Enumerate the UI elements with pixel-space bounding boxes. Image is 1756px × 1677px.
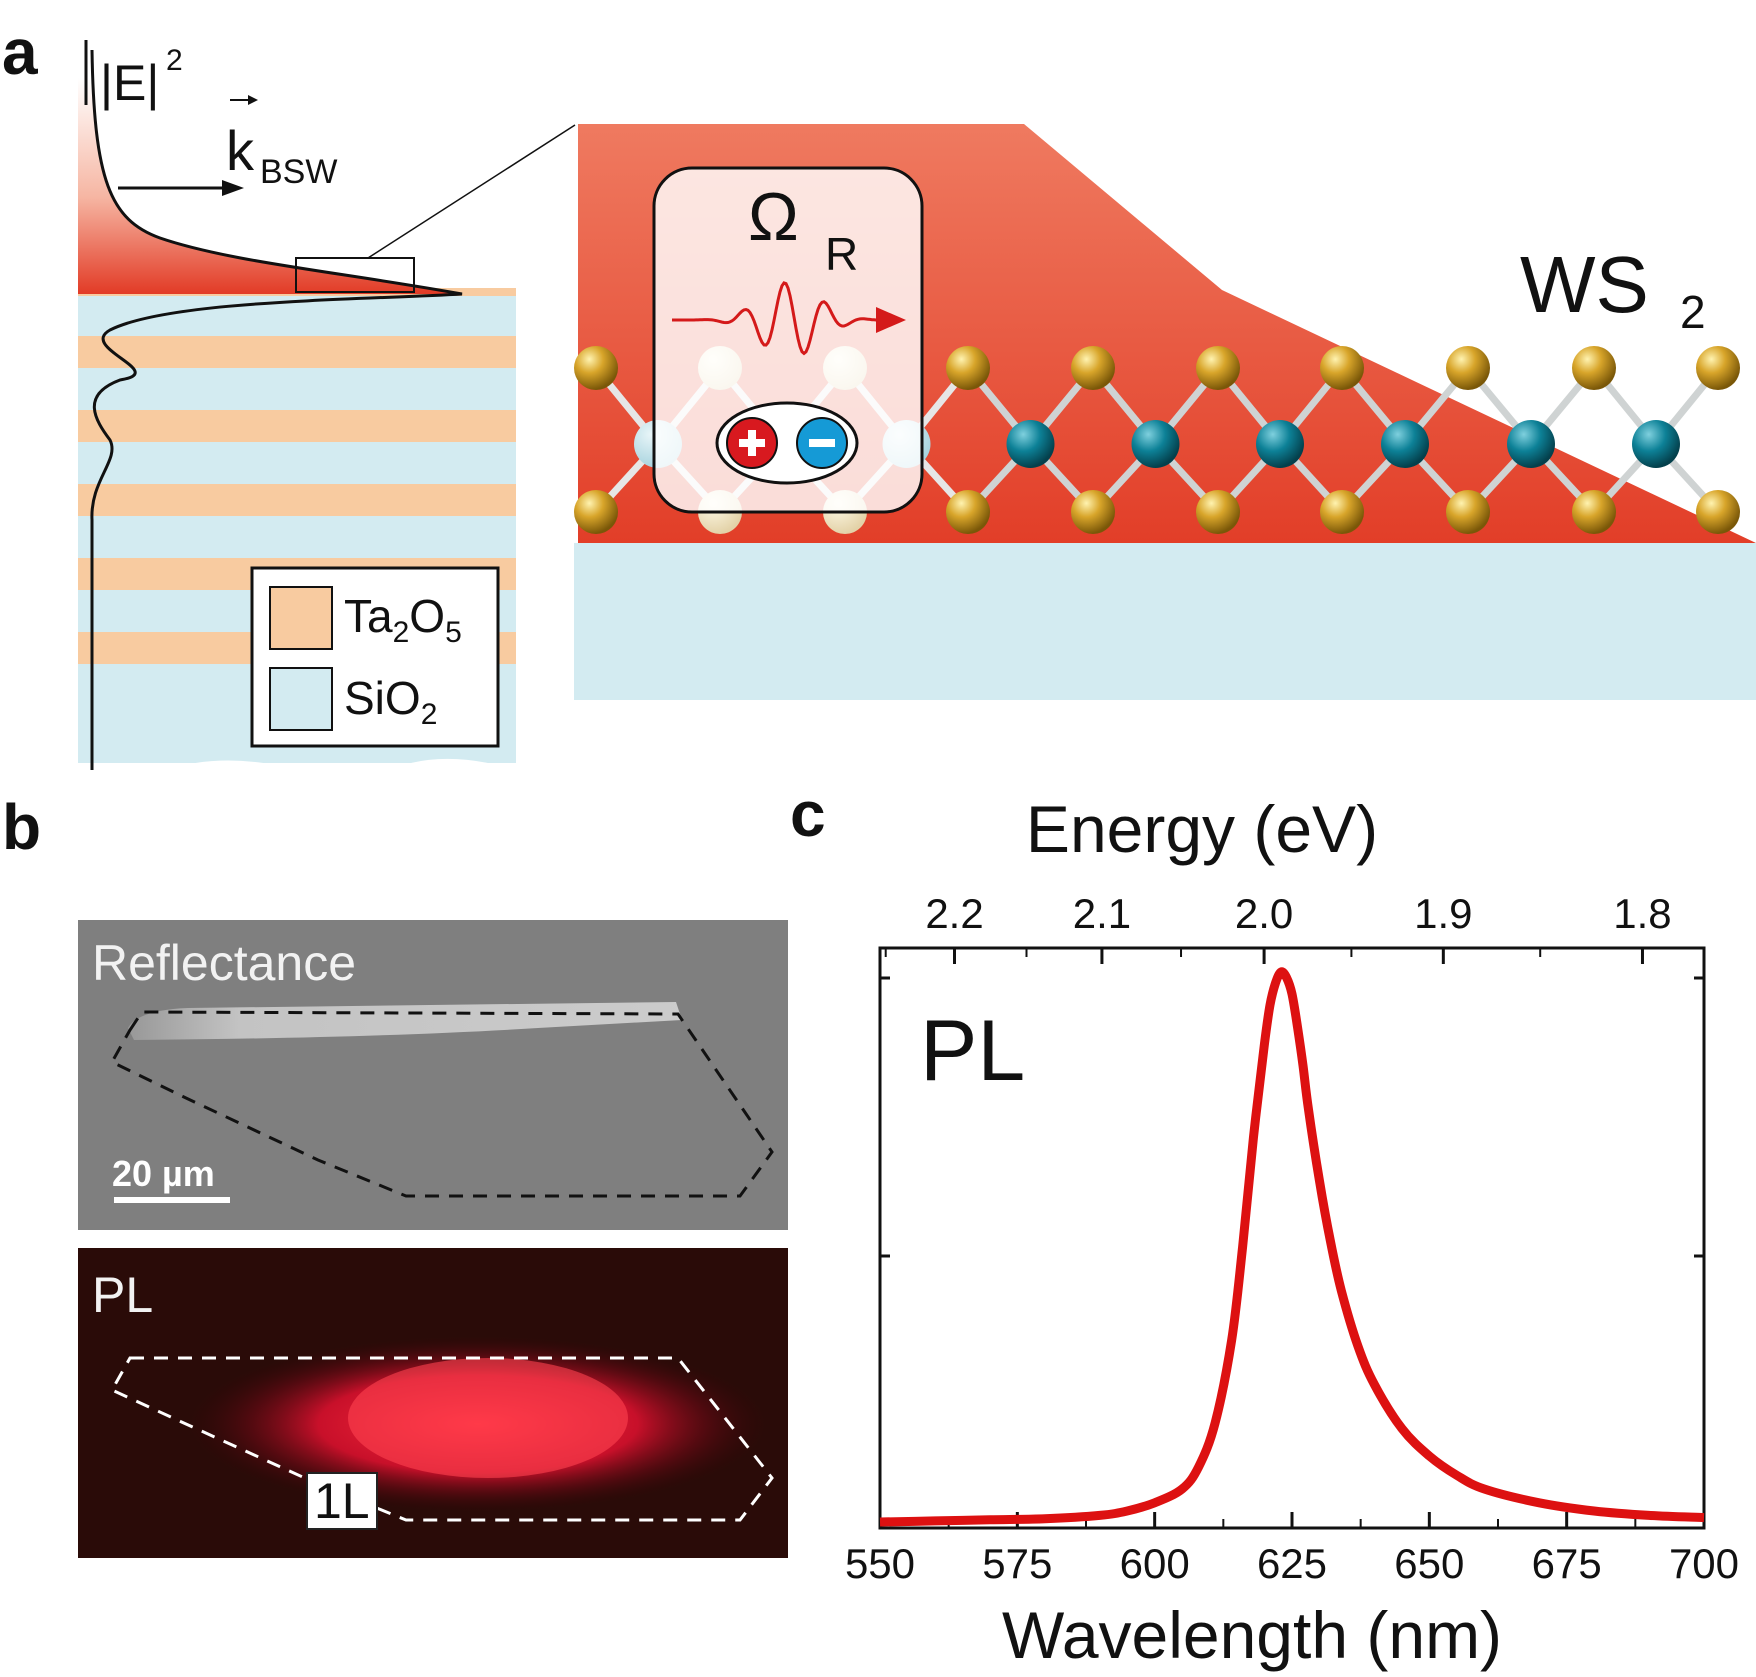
tungsten-atom — [1256, 420, 1304, 468]
k-label-sub: BSW — [260, 153, 337, 191]
x-axis-label: Wavelength (nm) — [1002, 1598, 1502, 1672]
panel-c-letter: c — [790, 778, 826, 850]
sulfur-atom — [946, 490, 990, 534]
sulfur-atom — [1572, 346, 1616, 390]
scale-bar — [114, 1197, 230, 1203]
substrate — [574, 543, 1756, 700]
ws2-label-sub: 2 — [1680, 286, 1706, 338]
top-tick-label: 2.2 — [925, 890, 983, 937]
ws2-label: WS — [1520, 240, 1649, 329]
zoom-box — [295, 257, 415, 293]
field-label-sup: 2 — [166, 44, 183, 77]
x-tick-label: 575 — [982, 1540, 1052, 1587]
legend-swatch-sio2 — [269, 667, 333, 731]
top-tick-label: 1.8 — [1613, 890, 1671, 937]
scale-bar-label: 20 µm — [112, 1153, 215, 1194]
legend-label-sio2: SiO2 — [344, 672, 437, 731]
omega-label-sub: R — [825, 228, 858, 280]
photon-wave — [672, 281, 880, 356]
pl-image-label: PL — [92, 1267, 154, 1323]
tungsten-atom — [1381, 420, 1429, 468]
tungsten-atom — [1632, 420, 1680, 468]
x-tick-label: 625 — [1257, 1540, 1327, 1587]
material-legend: Ta2O5 SiO2 — [250, 566, 500, 748]
sulfur-atom — [1196, 490, 1240, 534]
panel-a-schematic: |E| 2 k BSW Ω R WS 2 Ta2O5 SiO2 — [78, 40, 1756, 790]
tungsten-atom — [1507, 420, 1555, 468]
tungsten-atom — [1131, 420, 1180, 468]
reflectance-image — [78, 920, 788, 1230]
x-tick-label: 675 — [1532, 1540, 1602, 1587]
k-vector-arrow — [118, 95, 258, 196]
sulfur-atom — [574, 346, 618, 390]
flake-outline — [109, 1010, 774, 1198]
k-label: k — [226, 119, 255, 182]
omega-label: Ω — [748, 179, 799, 255]
sulfur-atom — [1572, 490, 1616, 534]
pl-spectrum-chart: 550 575 600 625 650 675 700 2.2 2.1 2.0 1.9 1.8 Wav… — [845, 792, 1739, 1672]
rabi-inset — [652, 166, 924, 514]
pl-image — [78, 1248, 788, 1558]
sulfur-atom — [1196, 346, 1240, 390]
top-axis-label: Energy (eV) — [1026, 792, 1378, 866]
plot-pl-label: PL — [920, 1003, 1025, 1099]
pl-curve — [879, 967, 1705, 1527]
legend-label-ta2o5: Ta2O5 — [344, 590, 462, 649]
zoom-line — [367, 124, 576, 259]
multilayer-stack — [78, 288, 516, 790]
legend-swatch-ta2o5 — [269, 586, 333, 650]
sulfur-atom — [1696, 490, 1740, 534]
sulfur-atom — [1071, 490, 1115, 534]
sulfur-atom — [1446, 346, 1490, 390]
field-label: |E| — [100, 55, 159, 111]
sulfur-atom — [946, 346, 990, 390]
panel-b-letter: b — [2, 791, 42, 863]
layer-label: 1L — [306, 1472, 378, 1530]
sulfur-atom — [1320, 490, 1364, 534]
plot-frame — [878, 946, 1706, 1530]
flake-outline-pl — [109, 1356, 774, 1522]
chart-axes: 550 575 600 625 650 675 700 2.2 2.1 2.0 1.9 1.8 — [845, 890, 1739, 1587]
top-tick-label: 2.0 — [1235, 890, 1293, 937]
top-tick-label: 1.9 — [1414, 890, 1472, 937]
x-tick-label: 700 — [1669, 1540, 1739, 1587]
tungsten-atom — [1006, 420, 1055, 468]
sulfur-atom — [1320, 346, 1364, 390]
x-tick-label: 650 — [1394, 1540, 1464, 1587]
sulfur-atom — [1071, 346, 1115, 390]
sulfur-atom — [1696, 346, 1740, 390]
photon-arrow-head — [876, 307, 906, 333]
field-intensity-profile — [78, 40, 463, 770]
x-tick-label: 600 — [1120, 1540, 1190, 1587]
panel-a-letter: a — [2, 16, 38, 88]
top-tick-label: 2.1 — [1073, 890, 1131, 937]
x-tick-label: 550 — [845, 1540, 915, 1587]
sulfur-atom — [574, 490, 618, 534]
sulfur-atom — [1446, 490, 1490, 534]
reflectance-label: Reflectance — [92, 935, 357, 991]
